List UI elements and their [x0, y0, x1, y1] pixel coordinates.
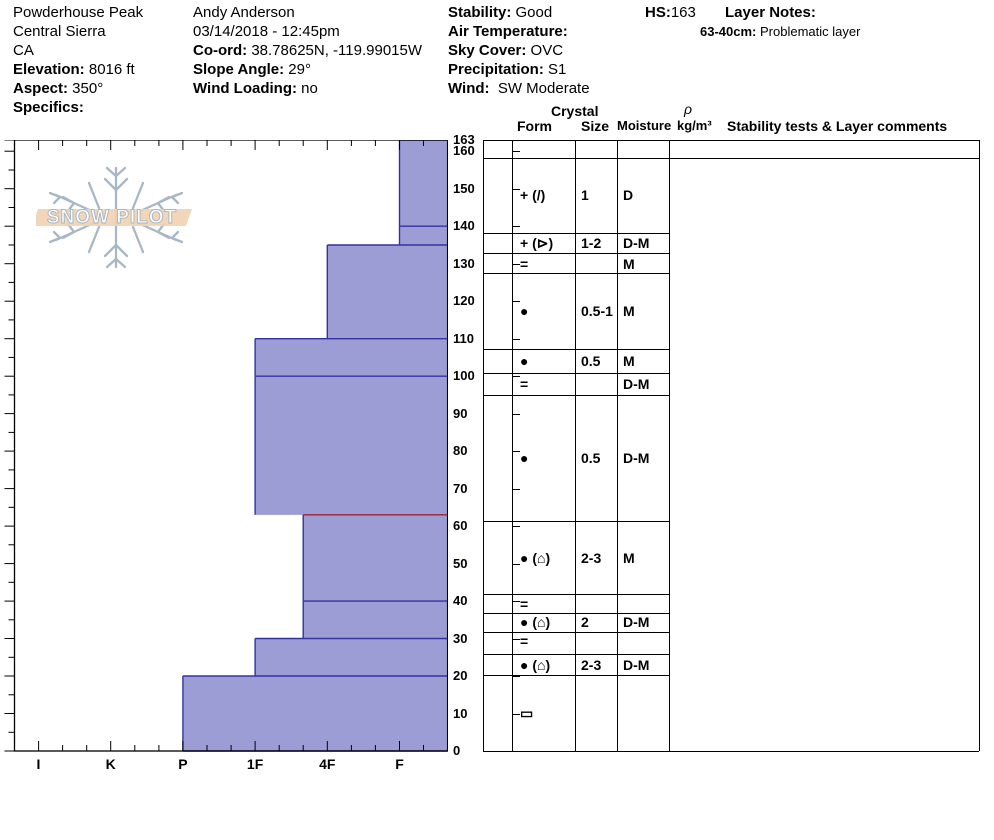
svg-text:SNOW PILOT: SNOW PILOT	[47, 207, 177, 228]
